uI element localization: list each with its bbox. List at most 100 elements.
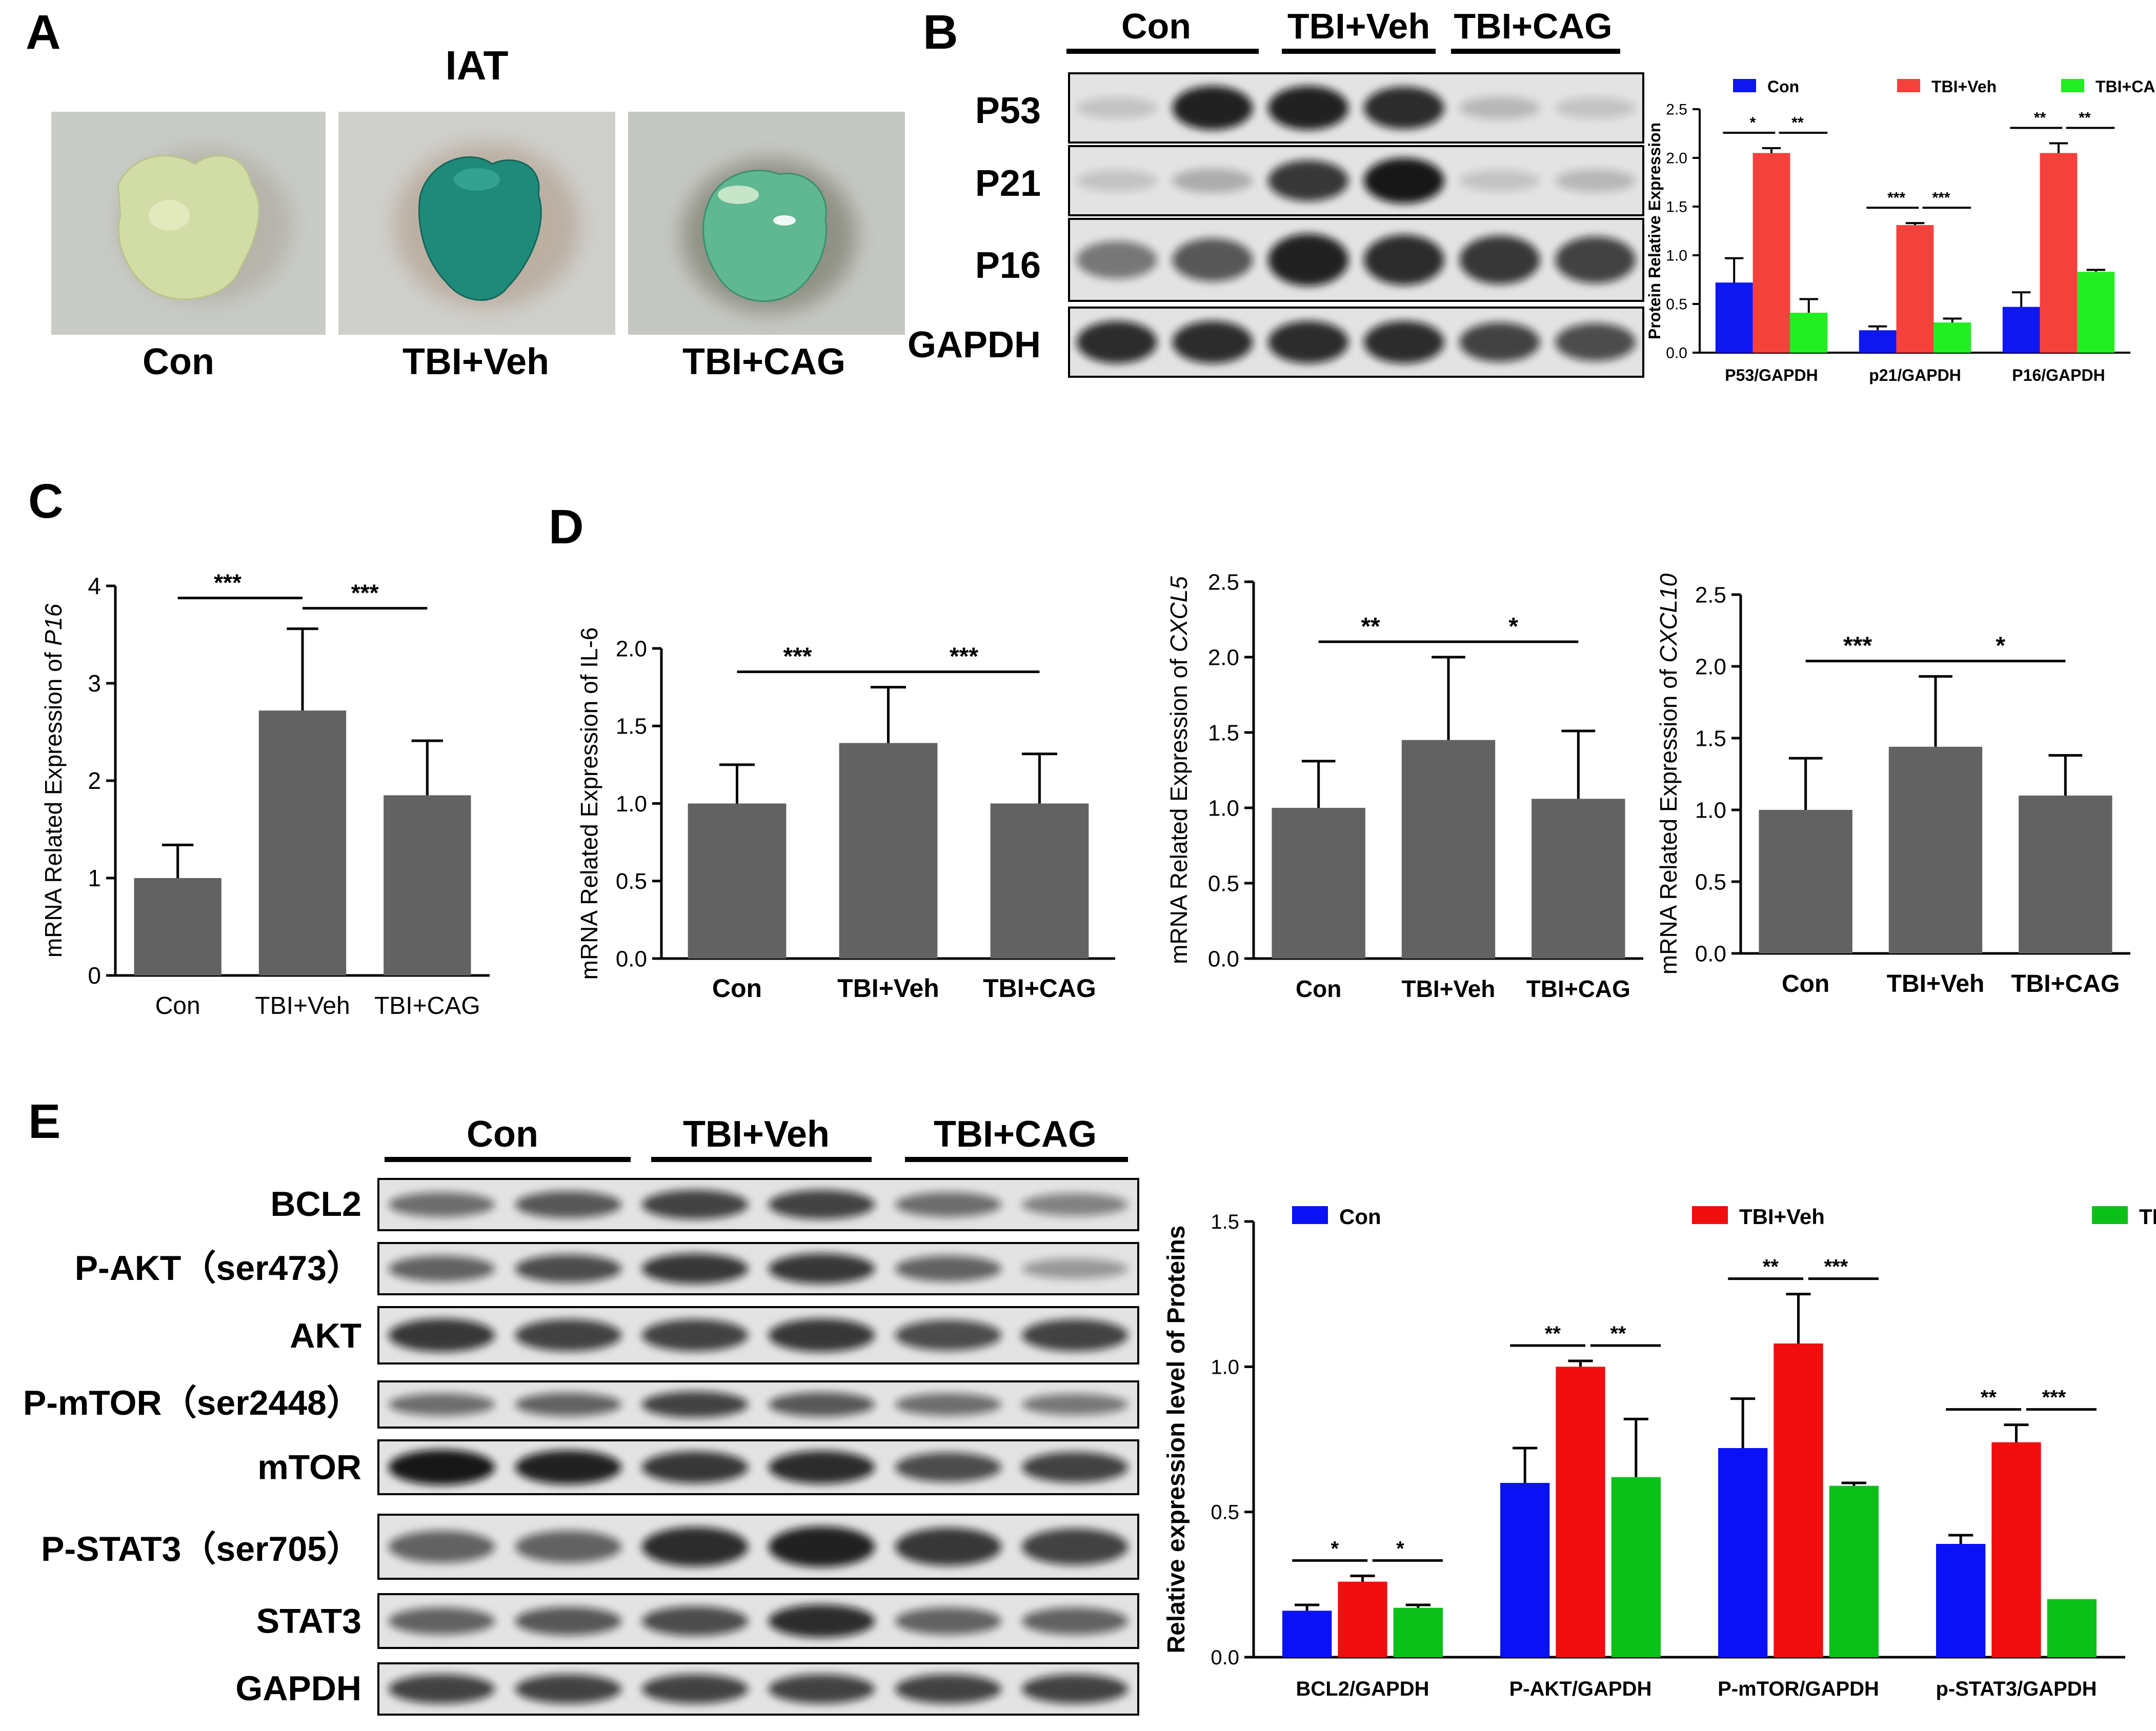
photo-tbi-veh <box>338 112 615 335</box>
y-tick-label: 1.0 <box>616 791 647 817</box>
significance-mark: *** <box>1932 189 1950 206</box>
bar <box>1718 1448 1768 1657</box>
blot-band <box>1555 97 1636 119</box>
y-axis-label-text: mRNA Related Expression of <box>1165 652 1192 964</box>
blot-band <box>1363 234 1444 286</box>
blot-band <box>768 1674 875 1704</box>
blot-band <box>768 1190 875 1219</box>
category-label: TBI+Veh <box>1887 970 1985 997</box>
blot-band <box>1172 86 1253 130</box>
blot-group-label: TBI+CAG <box>1454 6 1612 46</box>
category-label: P53/GAPDH <box>1725 366 1818 384</box>
y-axis-label-gene: CXCL10 <box>1655 573 1682 662</box>
y-axis-label: mRNA Related Expression of P16 <box>40 603 67 958</box>
significance-mark: ** <box>1763 1256 1779 1278</box>
bar <box>1936 1544 1986 1657</box>
blot-band <box>388 1318 495 1352</box>
photo-con <box>51 112 326 335</box>
blot-row: STAT3 <box>256 1593 1139 1649</box>
blot-row: GAPDH <box>908 307 1644 378</box>
blot-band <box>1076 97 1157 119</box>
y-tick-label: 1.0 <box>1695 798 1726 823</box>
blot-frame <box>377 1306 1139 1365</box>
blot-band <box>1459 96 1540 119</box>
blot-band <box>1459 170 1540 192</box>
blot-band <box>515 1531 622 1563</box>
blot-frame <box>1068 218 1644 302</box>
category-label: Con <box>712 974 762 1003</box>
bar <box>1272 808 1365 959</box>
category-label: TBI+Veh <box>837 974 939 1003</box>
panel-label-c: C <box>28 474 64 528</box>
y-tick-label: 2.0 <box>1666 150 1687 167</box>
legend-swatch <box>1292 1206 1328 1224</box>
bar <box>1393 1607 1443 1657</box>
y-tick-label: 0.5 <box>1211 1501 1239 1524</box>
category-label: TBI+CAG <box>983 974 1096 1003</box>
panel-label-d: D <box>549 500 584 554</box>
legend-label: Con <box>1767 77 1799 96</box>
significance-mark: * <box>1331 1537 1339 1560</box>
category-label: Con <box>1782 970 1829 997</box>
category-label: P16/GAPDH <box>2012 366 2105 384</box>
blot-group-label: TBI+CAG <box>934 1114 1097 1155</box>
blot-band <box>515 1254 622 1283</box>
bar <box>1933 322 1971 353</box>
y-tick-label: 1.0 <box>1211 1356 1239 1378</box>
blot-band <box>895 1528 1002 1566</box>
y-tick-label: 2.5 <box>1208 569 1239 595</box>
significance-mark: *** <box>783 643 812 670</box>
blot-frame <box>1068 307 1644 378</box>
bar <box>1790 313 1828 353</box>
blot-frame <box>377 1514 1139 1580</box>
blot-row: P21 <box>975 145 1644 216</box>
blot-band <box>388 1531 495 1563</box>
significance-mark: *** <box>1824 1256 1848 1278</box>
blot-frame <box>377 1178 1139 1231</box>
blot-band <box>515 1674 622 1704</box>
blot-band <box>388 1255 495 1282</box>
significance-mark: *** <box>214 569 241 596</box>
y-tick-label: 2.5 <box>1666 101 1687 118</box>
y-tick-label: 1.5 <box>1666 199 1687 216</box>
blot-frame <box>377 1242 1139 1295</box>
legend-swatch <box>1733 79 1756 92</box>
blot-band <box>388 1674 495 1704</box>
blot-frame <box>1068 145 1644 216</box>
blot-band <box>1172 168 1253 193</box>
blot-band <box>895 1255 1002 1282</box>
panel-a: IAT Con TBI+Veh TBI+CAG <box>51 43 905 382</box>
western-blot-e: Con TBI+Veh TBI+CAG BCL2 P-AKT（ser473） AKT P-m… <box>23 1114 1139 1716</box>
photo-label-tbi-veh: TBI+Veh <box>402 341 549 382</box>
y-tick-label: 1.5 <box>1695 726 1726 751</box>
bar <box>1401 740 1496 959</box>
category-label: TBI+CAG <box>2011 970 2120 997</box>
significance-mark: *** <box>1843 633 1872 660</box>
category-label: BCL2/GAPDH <box>1296 1678 1429 1700</box>
category-label: Con <box>155 992 200 1020</box>
category-label: P-AKT/GAPDH <box>1509 1678 1652 1700</box>
y-tick-label: 1.0 <box>1666 248 1687 264</box>
blot-band <box>388 1607 495 1635</box>
blot-row: BCL2 <box>270 1178 1139 1231</box>
y-tick-label: 0 <box>88 962 101 989</box>
significance-mark: ** <box>1791 114 1804 131</box>
blot-band <box>1268 234 1349 286</box>
blot-row-label: GAPDH <box>235 1669 361 1708</box>
significance-mark: *** <box>351 580 379 606</box>
blot-band <box>1076 241 1157 279</box>
legend-label: TBI+CAG <box>2139 1205 2156 1229</box>
legend-swatch <box>1692 1206 1728 1224</box>
category-label: p21/GAPDH <box>1869 366 1961 384</box>
y-axis-label: mRNA Related Expression of IL-6 <box>576 627 602 980</box>
bar <box>1859 330 1897 353</box>
blot-band <box>641 1451 749 1483</box>
blot-band <box>1076 321 1157 363</box>
significance-mark: * <box>1396 1537 1404 1560</box>
significance-mark: *** <box>950 643 978 670</box>
bar-chart-d-cxcl10: 0.0 0.5 1.0 1.5 2.0 2.5 mRNA Related Expressio… <box>1655 573 2130 997</box>
bar-chart-c: 0 1 2 3 4 mRNA Related Expression of P16 Con TB… <box>40 569 490 1020</box>
blot-frame <box>377 1380 1139 1429</box>
blot-band <box>768 1318 875 1352</box>
